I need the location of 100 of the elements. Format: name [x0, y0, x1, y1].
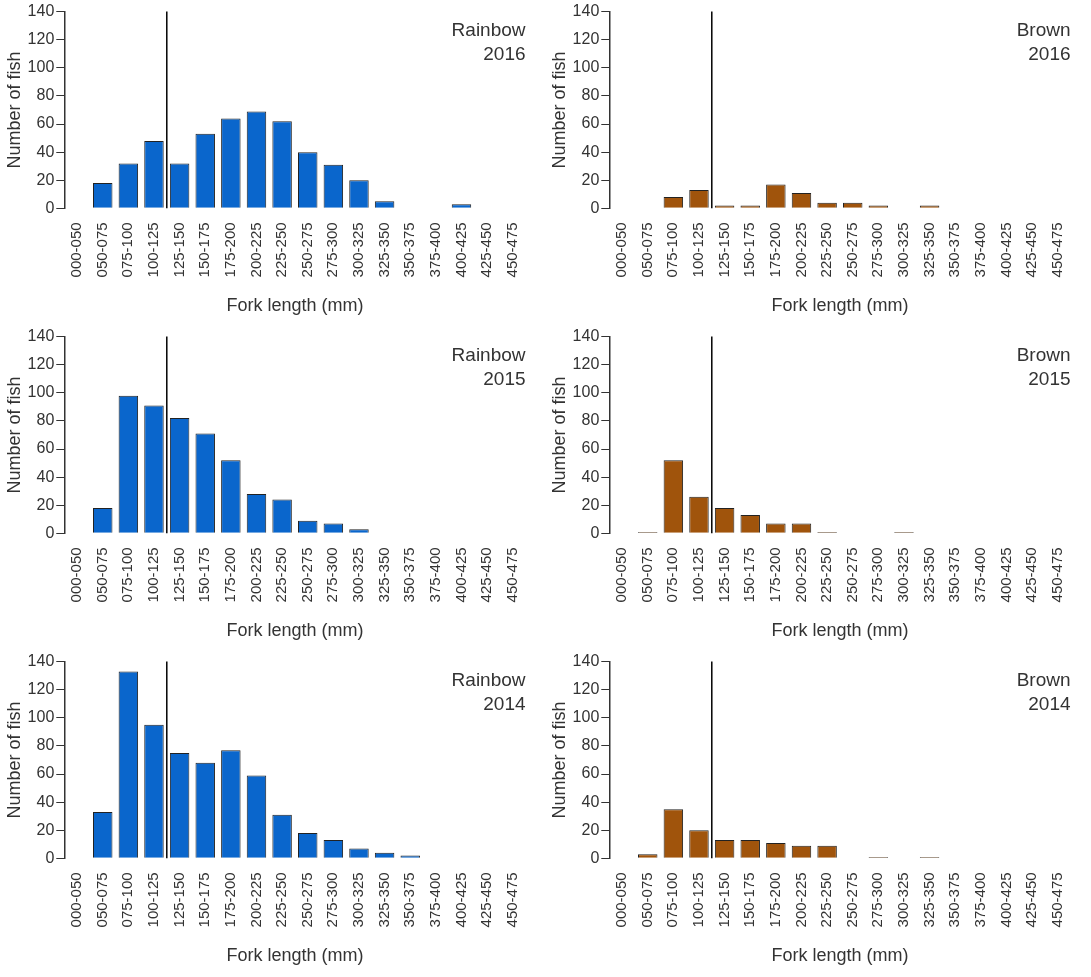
x-tick-label: 400-425 — [451, 547, 469, 603]
x-tick-label: 450-475 — [502, 547, 520, 603]
y-tick-label: 40 — [581, 142, 600, 160]
chart-title: Rainbow — [451, 19, 526, 41]
y-tick-label: 140 — [27, 652, 55, 670]
y-tick-label: 20 — [36, 495, 55, 513]
x-tick-label: 100-125 — [689, 222, 707, 278]
y-tick-label: 0 — [590, 523, 600, 541]
y-axis-title: Number of fish — [548, 701, 569, 819]
y-tick-label: 140 — [572, 652, 600, 670]
x-tick-label: 125-150 — [714, 547, 732, 603]
x-tick-label: 075-100 — [663, 547, 681, 603]
y-tick-label: 40 — [36, 467, 55, 485]
text: 2015 — [483, 368, 526, 390]
x-tick-label: 225-250 — [272, 547, 290, 603]
x-tick-label: 125-150 — [714, 872, 732, 928]
x-tick-label: 250-275 — [842, 547, 860, 603]
x-tick-label: 100-125 — [689, 547, 707, 603]
x-tick-label: 175-200 — [220, 872, 238, 928]
x-tick-label: 300-325 — [894, 222, 912, 278]
x-tick-label: 250-275 — [297, 547, 315, 603]
y-axis-title: Number of fish — [3, 51, 24, 169]
y-tick-label: 80 — [581, 86, 600, 104]
x-tick-label: 425-450 — [1022, 547, 1040, 603]
x-tick-label: 450-475 — [1047, 872, 1065, 928]
x-tick-label: 000-050 — [612, 222, 630, 278]
y-tick-label: 120 — [27, 680, 55, 698]
x-tick-label: 175-200 — [765, 547, 783, 603]
text: 2016 — [483, 43, 526, 65]
x-tick-label: 350-375 — [945, 222, 963, 278]
x-tick-label: 075-100 — [118, 872, 136, 928]
x-tick-label: 375-400 — [425, 222, 443, 278]
y-tick-label: 140 — [572, 327, 600, 345]
x-tick-label: 000-050 — [67, 872, 85, 928]
x-tick-label: 200-225 — [246, 547, 264, 603]
x-tick-label: 225-250 — [272, 222, 290, 278]
x-tick-label: 350-375 — [400, 222, 418, 278]
y-axis-title: Number of fish — [548, 51, 569, 169]
x-tick-label: 125-150 — [169, 547, 187, 603]
x-tick-label: 325-350 — [919, 222, 937, 278]
x-tick-label: 150-175 — [740, 872, 758, 928]
y-tick-label: 60 — [36, 114, 55, 132]
x-tick-label: 400-425 — [996, 222, 1014, 278]
x-tick-label: 275-300 — [323, 872, 341, 928]
y-tick-label: 0 — [590, 848, 600, 866]
y-tick-label: 100 — [27, 383, 55, 401]
x-tick-label: 000-050 — [612, 547, 630, 603]
x-tick-label: 300-325 — [894, 872, 912, 928]
x-tick-label: 150-175 — [740, 547, 758, 603]
y-tick-label: 80 — [581, 736, 600, 754]
y-tick-label: 40 — [581, 467, 600, 485]
x-tick-label: 075-100 — [118, 222, 136, 278]
x-tick-label: 000-050 — [67, 547, 85, 603]
x-tick-label: 000-050 — [67, 222, 85, 278]
y-tick-label: 100 — [572, 58, 600, 76]
x-tick-label: 200-225 — [791, 872, 809, 928]
x-tick-label: 200-225 — [791, 547, 809, 603]
x-tick-label: 325-350 — [374, 547, 392, 603]
x-tick-label: 250-275 — [297, 872, 315, 928]
x-tick-label: 075-100 — [663, 222, 681, 278]
y-tick-label: 40 — [581, 792, 600, 810]
y-tick-label: 80 — [36, 736, 55, 754]
x-tick-label: 125-150 — [169, 872, 187, 928]
x-tick-label: 200-225 — [246, 222, 264, 278]
x-tick-label: 350-375 — [400, 872, 418, 928]
x-tick-label: 300-325 — [894, 547, 912, 603]
text: 2016 — [1028, 43, 1071, 65]
text: 2014 — [1028, 693, 1071, 715]
y-tick-label: 100 — [27, 708, 55, 726]
y-axis-title: Number of fish — [3, 376, 24, 494]
y-tick-label: 20 — [581, 495, 600, 513]
x-tick-label: 050-075 — [637, 872, 655, 928]
x-axis-title: Fork length (mm) — [771, 295, 909, 316]
x-axis-title: Fork length (mm) — [771, 620, 909, 641]
y-tick-label: 140 — [27, 327, 55, 345]
x-tick-label: 150-175 — [195, 222, 213, 278]
x-tick-label: 375-400 — [425, 547, 443, 603]
x-axis-title: Fork length (mm) — [226, 945, 364, 966]
x-tick-label: 325-350 — [374, 222, 392, 278]
x-axis-title: Fork length (mm) — [226, 295, 364, 316]
y-tick-label: 140 — [572, 2, 600, 20]
x-tick-label: 275-300 — [323, 222, 341, 278]
y-tick-label: 100 — [27, 58, 55, 76]
x-tick-label: 275-300 — [868, 872, 886, 928]
y-tick-label: 0 — [45, 198, 55, 216]
x-tick-label: 075-100 — [118, 547, 136, 603]
y-tick-label: 60 — [581, 439, 600, 457]
x-tick-label: 050-075 — [92, 547, 110, 603]
x-tick-label: 050-075 — [92, 872, 110, 928]
x-tick-label: 450-475 — [502, 872, 520, 928]
x-tick-label: 325-350 — [919, 547, 937, 603]
y-tick-label: 120 — [27, 355, 55, 373]
x-axis-title: Fork length (mm) — [226, 620, 364, 641]
x-tick-label: 325-350 — [919, 872, 937, 928]
y-tick-label: 20 — [581, 820, 600, 838]
x-tick-label: 200-225 — [791, 222, 809, 278]
y-tick-label: 120 — [27, 30, 55, 48]
y-tick-label: 140 — [27, 2, 55, 20]
y-tick-label: 40 — [36, 792, 55, 810]
x-tick-label: 275-300 — [868, 222, 886, 278]
